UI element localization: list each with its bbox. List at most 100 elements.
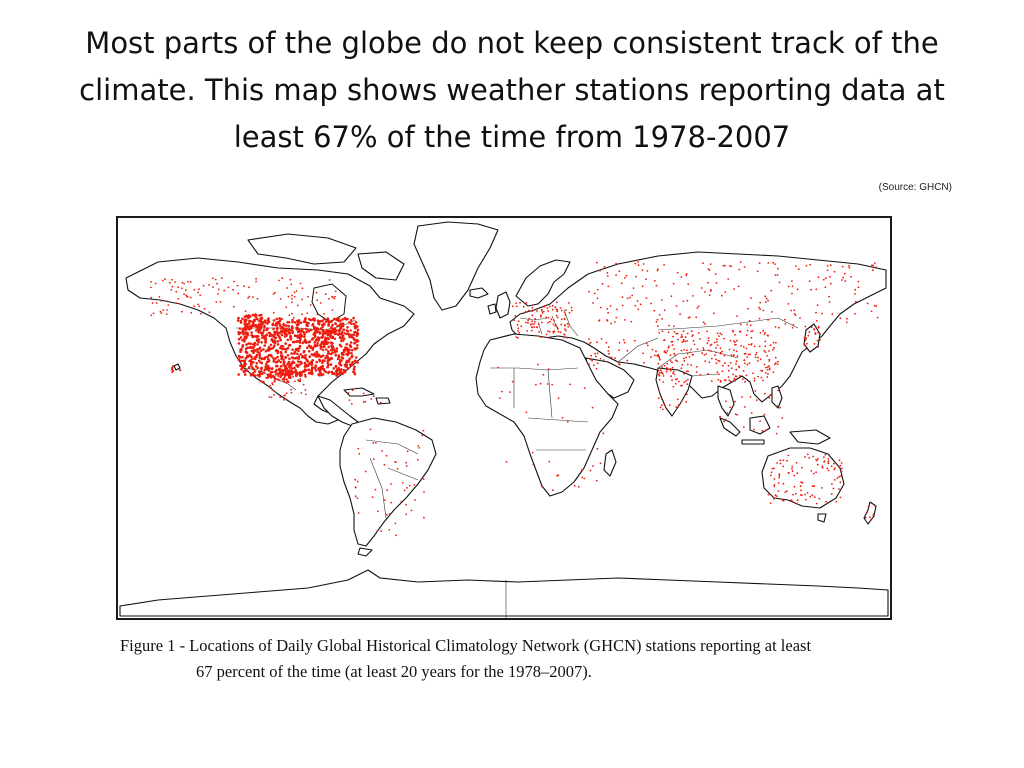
station-dot: [227, 286, 230, 289]
station-dot: [727, 364, 730, 367]
station-dot: [831, 313, 834, 316]
station-dot: [154, 282, 157, 285]
station-dot: [621, 304, 624, 307]
station-dot: [320, 336, 323, 339]
station-dot: [283, 375, 287, 378]
station-dot: [565, 309, 567, 311]
station-dot: [258, 353, 261, 357]
station-dot: [748, 343, 750, 346]
station-dot: [548, 336, 550, 339]
station-dot: [657, 397, 660, 399]
station-dot: [350, 348, 354, 352]
station-dot: [524, 310, 527, 313]
station-dot: [743, 352, 746, 355]
station-dot: [347, 352, 350, 355]
station-dot: [839, 496, 842, 499]
station-dot: [284, 356, 288, 359]
station-dot: [340, 339, 343, 343]
station-dot: [846, 317, 848, 320]
station-dot: [742, 426, 745, 428]
station-dot: [599, 357, 602, 360]
station-dot: [316, 344, 319, 347]
station-dot: [658, 357, 661, 359]
weather-station-dots: [149, 261, 879, 537]
station-dot: [258, 356, 262, 360]
station-dot: [349, 319, 353, 322]
station-dot: [743, 359, 746, 362]
station-dot: [354, 341, 357, 344]
station-dot: [335, 332, 338, 335]
station-dot: [763, 349, 766, 352]
station-dot: [263, 368, 267, 371]
station-dot: [237, 373, 240, 376]
station-dot: [734, 400, 736, 403]
station-dot: [357, 512, 360, 514]
station-dot: [749, 324, 752, 327]
station-dot: [248, 359, 251, 363]
station-dot: [772, 348, 774, 351]
station-dot: [763, 413, 766, 416]
station-dot: [283, 399, 285, 401]
station-dot: [279, 375, 282, 379]
station-dot: [626, 359, 629, 362]
station-dot: [303, 365, 307, 368]
station-dot: [318, 366, 322, 370]
station-dot: [782, 459, 785, 462]
station-dot: [284, 342, 287, 345]
station-dot: [776, 363, 779, 366]
station-dot: [334, 353, 337, 357]
station-dot: [721, 350, 724, 353]
station-dot: [243, 373, 247, 376]
station-dot: [358, 452, 361, 455]
station-dot: [330, 370, 334, 374]
station-dot: [581, 469, 583, 472]
station-dot: [260, 367, 263, 370]
station-dot: [300, 375, 303, 377]
station-dot: [536, 303, 539, 305]
station-dot: [827, 462, 830, 464]
station-dot: [655, 284, 658, 287]
station-dot: [257, 331, 260, 334]
station-dot: [243, 326, 247, 329]
station-dot: [273, 333, 277, 336]
station-dot: [854, 312, 856, 315]
station-dot: [692, 295, 694, 297]
station-dot: [796, 499, 799, 502]
station-dot: [246, 346, 249, 350]
station-dot: [414, 499, 416, 501]
station-dot: [645, 297, 648, 299]
station-dot: [292, 316, 295, 319]
station-dot: [160, 312, 163, 314]
station-dot: [838, 459, 841, 462]
station-dot: [806, 492, 809, 494]
station-dot: [821, 465, 824, 468]
station-dot: [560, 309, 563, 312]
station-dot: [285, 306, 288, 309]
station-dot: [660, 398, 663, 400]
station-dot: [800, 489, 802, 492]
station-dot: [720, 333, 723, 336]
russia-china-border: [657, 317, 799, 331]
station-dot: [673, 348, 675, 350]
station-dot: [254, 314, 258, 317]
station-dot: [672, 385, 675, 388]
station-dot: [769, 344, 772, 347]
station-dot: [327, 321, 331, 325]
station-dot: [264, 340, 267, 344]
station-dot: [813, 343, 816, 345]
station-dot: [351, 360, 354, 364]
station-dot: [708, 349, 710, 352]
station-dot: [340, 351, 344, 355]
station-dot: [279, 371, 281, 374]
station-dot: [337, 368, 341, 371]
station-dot: [599, 306, 602, 309]
station-dot: [704, 323, 706, 325]
station-dot: [795, 265, 797, 267]
station-dot: [273, 291, 276, 294]
station-dot: [687, 378, 689, 381]
station-dot: [380, 530, 382, 532]
station-dot: [332, 331, 336, 334]
station-dot: [266, 368, 269, 371]
station-dot: [588, 363, 590, 366]
station-dot: [686, 383, 689, 386]
